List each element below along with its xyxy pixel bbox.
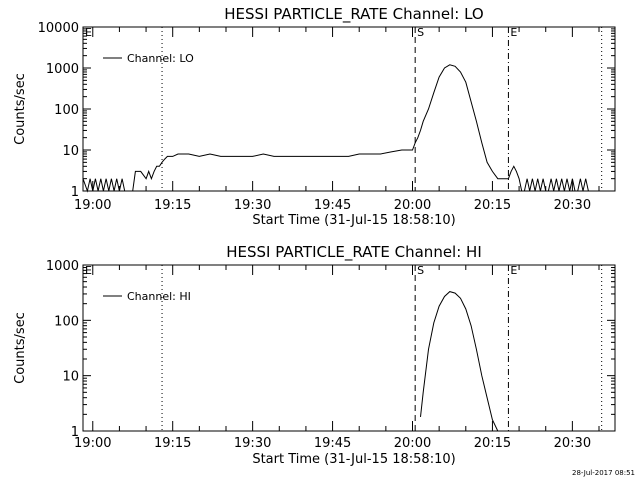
lo-x-tick-label: 20:15 — [474, 198, 511, 213]
hi-y-tick-label: 1000 — [46, 259, 79, 274]
hi-y-tick-label: 1 — [71, 425, 79, 440]
lo-y-tick-label: 10 — [62, 144, 79, 159]
hi-x-axis-label: Start Time (31-Jul-15 18:58:10) — [252, 452, 455, 467]
hi-x-tick-label: 19:30 — [234, 436, 271, 451]
lo-x-tick-label: 19:30 — [234, 198, 271, 213]
hi-x-tick-label: 20:00 — [394, 436, 431, 451]
hi-x-tick-label: 19:45 — [314, 436, 351, 451]
hi-x-tick-label: 19:15 — [154, 436, 191, 451]
lo-y-tick-label: 1 — [71, 185, 79, 200]
hi-marker-label: E — [510, 264, 517, 277]
hi-channel-panel: HESSI PARTICLE_RATE Channel: HI 1 10 100 100… — [13, 243, 616, 467]
lo-x-tick-label: 20:00 — [394, 198, 431, 213]
lo-legend-label: Channel: LO — [127, 52, 194, 65]
hi-chart-title: HESSI PARTICLE_RATE Channel: HI — [226, 243, 482, 262]
lo-x-tick-label: 19:15 — [154, 198, 191, 213]
lo-y-axis-label: Counts/sec — [13, 73, 28, 145]
lo-marker-label: S — [417, 26, 424, 39]
lo-y-tick-label: 10000 — [38, 21, 79, 36]
lo-data-line — [82, 64, 589, 193]
footer-timestamp: 28-Jul-2017 08:51 — [572, 469, 635, 477]
hi-x-tick-label: 20:15 — [474, 436, 511, 451]
hi-data-line — [420, 291, 499, 432]
lo-y-tick-label: 1000 — [46, 62, 79, 77]
lo-channel-panel: HESSI PARTICLE_RATE Channel: LO 1 10 100 100… — [13, 5, 616, 228]
hi-x-tick-label: 19:00 — [74, 436, 111, 451]
hi-marker-label: S — [417, 264, 424, 277]
hi-marker-label: E — [85, 264, 92, 277]
lo-x-axis-label: Start Time (31-Jul-15 18:58:10) — [252, 213, 455, 228]
lo-x-tick-label: 19:45 — [314, 198, 351, 213]
lo-y-tick-label: 100 — [54, 103, 79, 118]
hi-y-tick-label: 10 — [62, 370, 79, 385]
hi-legend-label: Channel: HI — [127, 290, 191, 303]
lo-x-tick-label: 19:00 — [74, 198, 111, 213]
lo-chart-title: HESSI PARTICLE_RATE Channel: LO — [224, 5, 483, 24]
hi-y-axis-label: Counts/sec — [13, 312, 28, 384]
lo-x-tick-label: 20:30 — [554, 198, 591, 213]
lo-marker-label: E — [510, 26, 517, 39]
lo-marker-label: E — [85, 26, 92, 39]
hi-y-tick-label: 100 — [54, 314, 79, 329]
hi-x-tick-label: 20:30 — [554, 436, 591, 451]
hi-plot-frame — [82, 264, 616, 432]
